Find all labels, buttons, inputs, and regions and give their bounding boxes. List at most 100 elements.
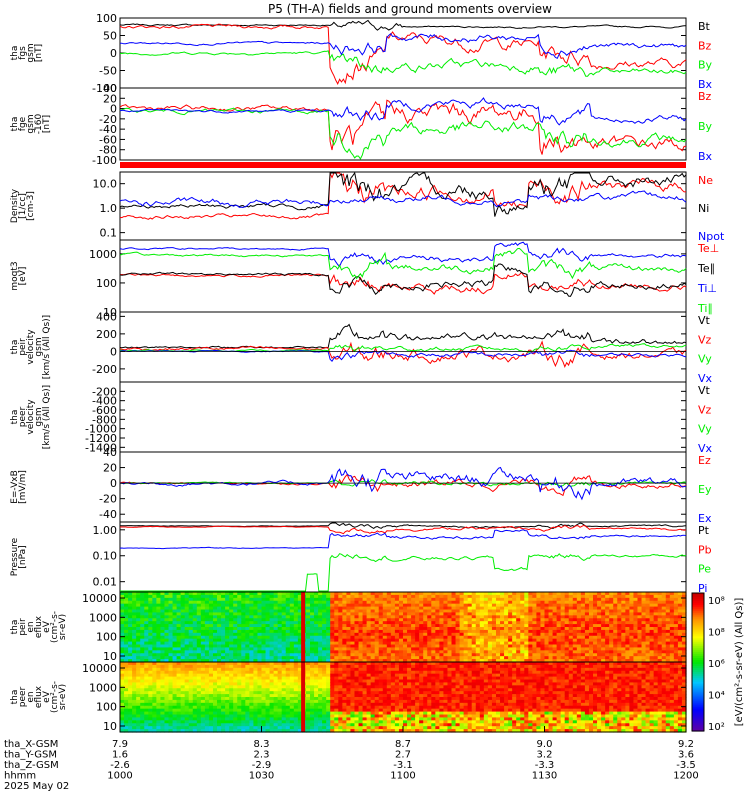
peer_spec-cell [128,682,133,686]
peir_spec-cell [556,618,562,622]
peir_spec-cell [544,606,550,611]
peer_spec-cell [192,662,198,666]
peir_spec-cell [653,606,659,611]
peer_spec-cell [342,688,347,692]
peir_spec-cell [318,606,323,611]
peir_spec-cell [552,603,558,608]
peir_spec-cell [168,644,174,649]
peir_spec-cell [423,615,428,619]
peir_spec-cell [601,629,606,634]
peer_spec-cell [164,685,170,689]
peir_spec-cell [208,612,214,616]
peir_spec-cell [229,627,234,631]
peir_spec-cell [500,592,505,596]
peer_spec-cell [249,702,255,707]
peir_spec-cell [431,600,436,605]
peir_spec-cell [661,653,667,657]
peir_spec-cell [358,592,364,596]
peir_spec-cell [443,629,449,634]
peir_spec-cell [552,641,558,646]
peir_spec-cell [358,656,364,660]
peer_spec-cell [237,676,242,681]
peir_spec-cell [144,618,149,622]
peir_spec-cell [411,606,416,611]
peer_spec-cell [156,691,162,695]
peer_spec-cell [289,705,295,710]
peir_spec-cell [524,621,529,625]
peir_spec-cell [435,638,440,643]
peir_spec-cell [225,624,230,628]
peir_spec-cell [568,594,574,599]
peir_spec-cell [548,638,554,643]
peer_spec-cell [204,717,210,721]
temp-legend-Te⊥: Te⊥ [697,242,719,255]
peir_spec-cell [495,618,501,622]
peir_spec-cell [322,659,327,663]
peer_spec-cell [265,694,271,698]
peir_spec-cell [641,635,647,640]
peer_spec-cell [342,691,347,695]
peer_spec-cell [273,670,279,675]
peir_spec-cell [467,641,473,646]
peir_spec-cell [330,647,335,651]
peer_spec-cell [237,688,242,692]
peir_spec-cell [641,653,647,657]
peer_spec-cell [273,702,279,707]
peer_spec-cell [176,697,182,701]
peir_spec-cell [285,638,291,643]
peir_spec-cell [641,621,647,625]
peir_spec-cell [249,627,255,631]
peir_spec-cell [200,647,206,651]
peir_spec-cell [504,600,509,605]
peir_spec-cell [184,603,190,608]
peer_spec-cell [124,711,129,716]
peir_spec-cell [504,609,509,614]
peir_spec-cell [520,624,525,628]
peer_spec-cell [196,662,202,666]
peir_spec-cell [390,627,396,631]
peer_spec-cell [249,711,255,716]
peir_spec-cell [447,638,453,643]
peir_spec-cell [677,659,683,663]
peir_spec-cell [233,609,238,614]
peir_spec-cell [411,600,416,605]
peir_spec-cell [637,644,643,649]
peir_spec-cell [657,597,663,602]
peer_spec-cell [261,711,267,716]
peir_spec-cell [132,600,137,605]
peir_spec-cell [245,603,250,608]
peer_spec-cell [132,685,137,689]
peir_spec-cell [342,600,347,605]
peer_spec-cell [281,723,287,727]
peir_spec-cell [277,641,283,646]
peir_spec-cell [584,612,590,616]
peer_spec-cell [346,685,352,689]
peer_spec-cell [212,667,218,672]
peir_spec-cell [144,647,149,651]
peir_spec-cell [330,627,335,631]
peer_spec-cell [314,720,319,724]
peir_spec-cell [277,647,283,651]
peer_spec-cell [144,720,149,724]
peir_spec-cell [261,615,267,619]
peer_spec-cell [257,699,263,704]
peir_spec-cell [370,650,376,654]
peir_spec-cell [475,638,481,643]
pressure-ylabel: Pressure[nPa] [10,537,28,576]
peir_spec-cell [495,624,501,628]
peir_spec-cell [192,618,198,622]
peir_spec-cell [447,659,453,663]
peir_spec-cell [415,656,420,660]
efield-ylabel-line: E=-VxB [10,470,20,504]
peer_spec-cell [172,720,178,724]
peir_spec-cell [407,659,412,663]
peir_spec-cell [447,650,453,654]
peir_spec-cell [184,597,190,602]
peir_spec-cell [257,624,263,628]
peir_spec-cell [471,618,477,622]
peer_spec-cell [330,726,335,730]
peir_spec-cell [184,621,190,625]
peir_spec-cell [273,594,279,599]
